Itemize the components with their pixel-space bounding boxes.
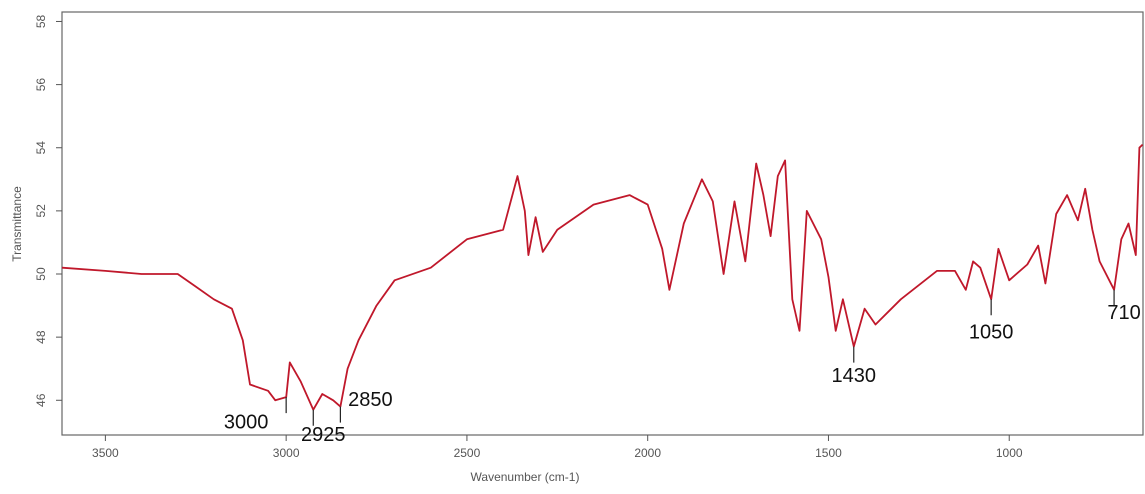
annotation-label: 2925 xyxy=(301,424,346,446)
y-tick-label: 46 xyxy=(34,393,48,407)
x-tick-label: 3000 xyxy=(273,446,300,460)
y-tick-label: 58 xyxy=(34,14,48,28)
annotation-label: 3000 xyxy=(224,411,269,433)
y-tick-label: 50 xyxy=(34,267,48,281)
annotation-label: 710 xyxy=(1107,302,1140,324)
annotation-label: 1050 xyxy=(969,322,1014,344)
y-tick-label: 54 xyxy=(34,141,48,155)
x-tick-label: 2000 xyxy=(634,446,661,460)
annotation-label: 1430 xyxy=(832,365,877,387)
y-axis-label: Transmittance xyxy=(10,186,24,262)
x-tick-label: 3500 xyxy=(92,446,119,460)
x-axis-label: Wavenumber (cm-1) xyxy=(471,470,580,484)
annotation-label: 2850 xyxy=(348,389,393,411)
spectrum-line xyxy=(61,143,1144,411)
x-tick-label: 1000 xyxy=(996,446,1023,460)
y-tick-label: 52 xyxy=(34,204,48,218)
x-tick-label: 1500 xyxy=(815,446,842,460)
y-tick-label: 48 xyxy=(34,330,48,344)
plot-frame xyxy=(61,11,1144,436)
x-tick-label: 2500 xyxy=(454,446,481,460)
y-tick-label: 56 xyxy=(34,78,48,92)
